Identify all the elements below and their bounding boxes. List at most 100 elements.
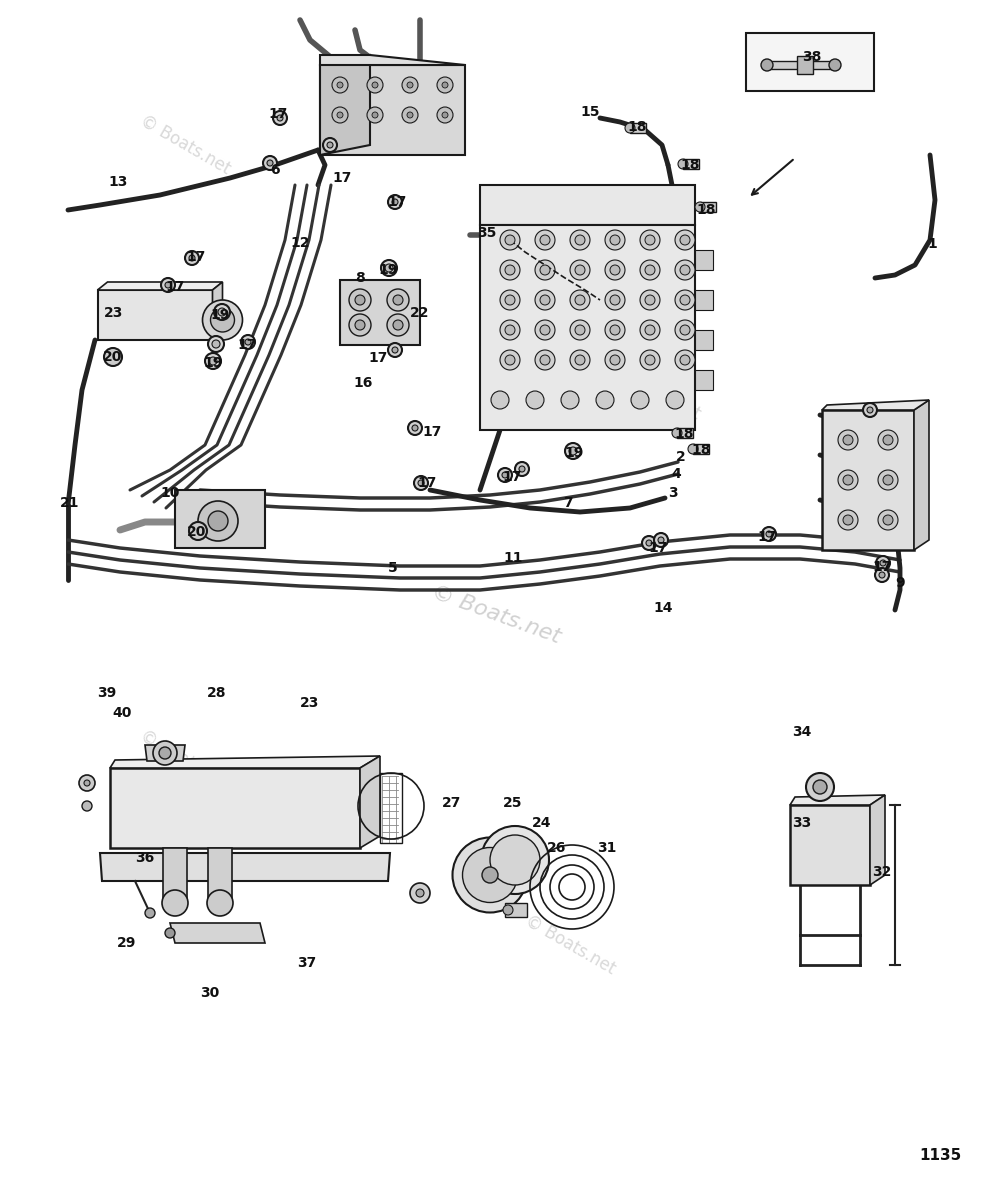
- Polygon shape: [914, 400, 929, 550]
- Text: 34: 34: [792, 725, 811, 739]
- Circle shape: [332, 77, 348, 92]
- Circle shape: [337, 82, 343, 88]
- Text: 1135: 1135: [919, 1147, 961, 1163]
- Text: 27: 27: [442, 796, 462, 810]
- Circle shape: [843, 434, 853, 445]
- Text: 1: 1: [927, 236, 936, 251]
- Polygon shape: [110, 768, 360, 848]
- Circle shape: [355, 320, 365, 330]
- Circle shape: [505, 295, 515, 305]
- Circle shape: [535, 350, 555, 370]
- Circle shape: [327, 142, 333, 148]
- Circle shape: [505, 355, 515, 365]
- Text: 7: 7: [563, 496, 573, 510]
- Circle shape: [393, 295, 403, 305]
- Circle shape: [209, 358, 217, 365]
- Text: 37: 37: [297, 956, 317, 970]
- Circle shape: [867, 407, 873, 413]
- Circle shape: [387, 314, 409, 336]
- Polygon shape: [175, 490, 265, 548]
- Circle shape: [349, 289, 371, 311]
- Text: 38: 38: [802, 50, 821, 64]
- Bar: [683, 158, 699, 169]
- Text: 24: 24: [532, 816, 552, 830]
- Circle shape: [503, 905, 513, 914]
- Circle shape: [367, 77, 383, 92]
- Circle shape: [407, 112, 413, 118]
- Circle shape: [561, 391, 579, 409]
- Circle shape: [165, 928, 175, 938]
- Circle shape: [519, 466, 525, 472]
- Bar: [693, 444, 709, 454]
- Polygon shape: [767, 61, 835, 68]
- Text: 22: 22: [410, 306, 430, 320]
- Text: 3: 3: [668, 486, 678, 500]
- Circle shape: [402, 107, 418, 122]
- Circle shape: [762, 527, 776, 541]
- Circle shape: [203, 300, 242, 340]
- Circle shape: [675, 350, 695, 370]
- Ellipse shape: [490, 835, 540, 886]
- Circle shape: [680, 325, 690, 335]
- Text: 17: 17: [417, 476, 437, 490]
- Circle shape: [863, 403, 877, 416]
- Circle shape: [410, 883, 430, 902]
- Circle shape: [218, 308, 226, 316]
- Circle shape: [104, 348, 122, 366]
- Circle shape: [610, 265, 620, 275]
- Circle shape: [535, 230, 555, 250]
- Circle shape: [355, 295, 365, 305]
- Text: 17: 17: [422, 425, 442, 439]
- Bar: [505, 902, 527, 917]
- Circle shape: [408, 421, 422, 434]
- Text: 20: 20: [103, 350, 123, 364]
- Circle shape: [570, 320, 590, 340]
- Circle shape: [515, 462, 529, 476]
- Circle shape: [332, 107, 348, 122]
- Text: 19: 19: [204, 356, 222, 370]
- Circle shape: [575, 325, 585, 335]
- Circle shape: [565, 443, 581, 458]
- Circle shape: [381, 260, 397, 276]
- Circle shape: [372, 82, 378, 88]
- Text: 17: 17: [648, 541, 667, 554]
- Circle shape: [437, 107, 453, 122]
- Text: 17: 17: [872, 560, 892, 574]
- Circle shape: [680, 265, 690, 275]
- Circle shape: [198, 502, 238, 541]
- Circle shape: [418, 480, 424, 486]
- Text: 18: 18: [696, 203, 716, 217]
- Circle shape: [161, 278, 175, 292]
- Text: 28: 28: [208, 686, 226, 700]
- Text: 18: 18: [691, 443, 711, 457]
- Polygon shape: [870, 794, 885, 886]
- Bar: [695, 250, 713, 270]
- Text: 18: 18: [674, 427, 694, 440]
- Circle shape: [610, 355, 620, 365]
- Circle shape: [605, 350, 625, 370]
- Polygon shape: [145, 745, 185, 761]
- Circle shape: [575, 295, 585, 305]
- Circle shape: [273, 110, 287, 125]
- Circle shape: [640, 260, 660, 280]
- Text: 36: 36: [135, 851, 155, 865]
- Circle shape: [883, 434, 893, 445]
- Circle shape: [680, 295, 690, 305]
- Text: 32: 32: [872, 865, 892, 878]
- Text: 17: 17: [387, 194, 407, 209]
- Circle shape: [491, 391, 509, 409]
- Bar: [677, 428, 693, 438]
- Circle shape: [838, 430, 858, 450]
- Text: 25: 25: [503, 796, 522, 810]
- Polygon shape: [822, 400, 929, 410]
- Circle shape: [263, 156, 277, 170]
- Text: © Boats.net: © Boats.net: [429, 582, 563, 648]
- Text: © Boats.net: © Boats.net: [137, 112, 233, 178]
- Circle shape: [540, 325, 550, 335]
- Circle shape: [642, 536, 656, 550]
- Text: 14: 14: [653, 601, 672, 614]
- Circle shape: [412, 425, 418, 431]
- Circle shape: [393, 320, 403, 330]
- Circle shape: [766, 530, 772, 538]
- Text: 10: 10: [160, 486, 180, 500]
